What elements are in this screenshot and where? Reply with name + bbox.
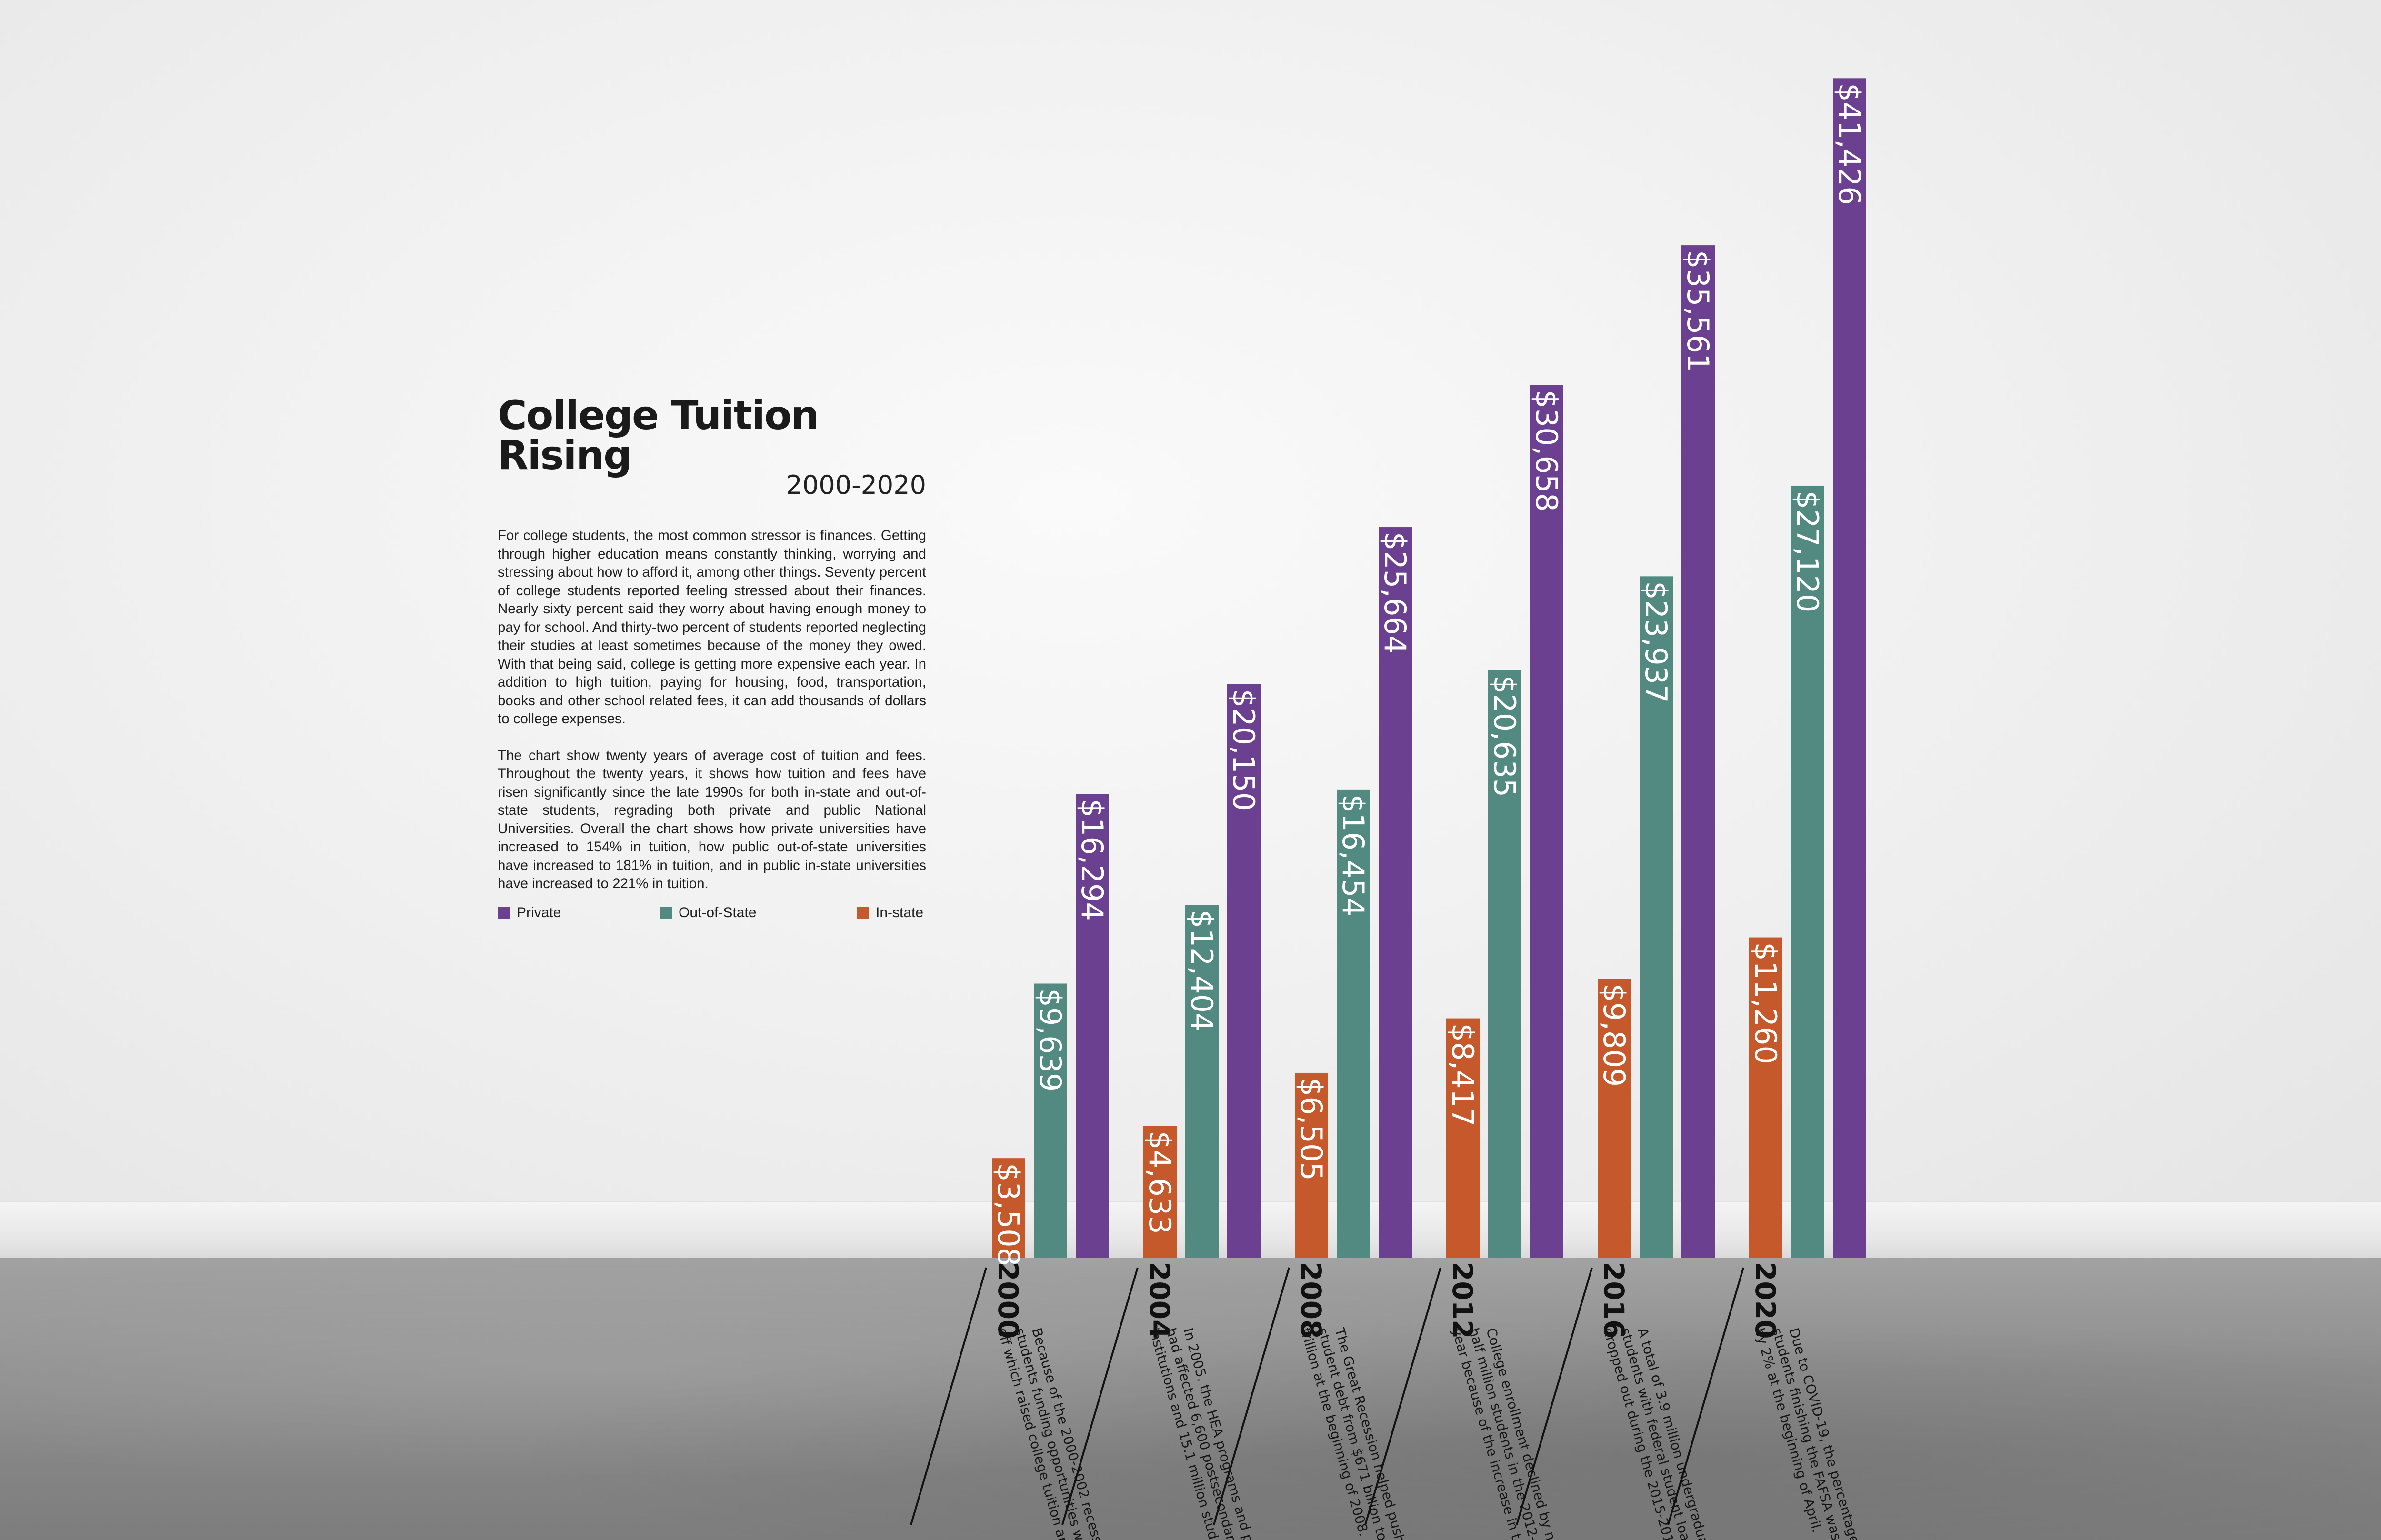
data-label-2008-out-of-state: $16,454 (1336, 794, 1371, 916)
bar-2020-private (1833, 78, 1866, 1259)
data-label-2020-in-state: $11,260 (1748, 942, 1783, 1064)
bar-2004-out-of-state (1185, 905, 1219, 1258)
legend-item-private: Private (498, 905, 561, 921)
floor-background (0, 1258, 2381, 1540)
intro-paragraph: For college students, the most common st… (498, 528, 926, 727)
legend-label-out-of-state: Out-of-State (679, 905, 757, 920)
bar-2004-private (1227, 684, 1261, 1258)
year-divider-2020 (1667, 1267, 1744, 1525)
legend-item-in-state: In-state (857, 905, 923, 921)
bar-2000-in-state (992, 1158, 1025, 1258)
bar-2020-in-state (1749, 937, 1782, 1258)
bar-2012-private (1530, 385, 1563, 1258)
chart-description-paragraph: The chart show twenty years of average c… (498, 747, 926, 892)
year-label-2012: 2012 (1446, 1262, 1479, 1339)
data-label-2004-private: $20,150 (1226, 689, 1261, 811)
data-label-2012-private: $30,658 (1529, 390, 1564, 511)
bar-2000-out-of-state (1034, 983, 1067, 1258)
data-label-2000-in-state: $3,508 (991, 1163, 1026, 1266)
data-label-2004-in-state: $4,633 (1142, 1131, 1177, 1234)
bar-2004-in-state (1143, 1126, 1177, 1258)
bar-2012-out-of-state (1488, 670, 1521, 1258)
bar-2008-private (1379, 527, 1412, 1258)
bar-2008-in-state (1295, 1072, 1328, 1258)
legend-item-out-of-state: Out-of-State (660, 905, 756, 921)
legend: Private Out-of-State In-state (498, 905, 926, 924)
data-label-2012-out-of-state: $20,635 (1487, 675, 1522, 797)
year-label-2016: 2016 (1598, 1262, 1630, 1339)
legend-swatch-in-state (857, 907, 869, 919)
bar-2008-out-of-state (1337, 789, 1370, 1258)
chart-subtitle: 2000-2020 (786, 470, 926, 500)
bar-2016-out-of-state (1640, 576, 1673, 1258)
year-divider-2016 (1516, 1267, 1593, 1525)
data-label-2004-out-of-state: $12,404 (1184, 910, 1219, 1031)
data-label-2020-out-of-state: $27,120 (1790, 490, 1825, 612)
data-label-2016-private: $35,561 (1681, 250, 1715, 372)
data-label-2020-private: $41,426 (1832, 83, 1867, 205)
legend-swatch-private (498, 907, 510, 919)
bar-2020-out-of-state (1791, 485, 1824, 1258)
data-label-2008-private: $25,664 (1378, 532, 1412, 654)
bar-2000-private (1076, 794, 1109, 1258)
year-divider-2004 (1061, 1267, 1139, 1525)
year-label-2020: 2020 (1749, 1262, 1781, 1339)
year-label-2008: 2008 (1295, 1262, 1327, 1339)
year-label-2000: 2000 (992, 1262, 1024, 1339)
year-divider-2000 (910, 1267, 987, 1525)
bar-2012-in-state (1446, 1018, 1480, 1258)
legend-label-private: Private (517, 905, 561, 920)
text-block: College Tuition Rising 2000-2020 For col… (498, 395, 926, 893)
year-divider-2008 (1213, 1267, 1290, 1525)
chart-title: College Tuition Rising (498, 392, 819, 479)
bar-2016-private (1681, 245, 1715, 1258)
data-label-2008-in-state: $6,505 (1294, 1078, 1329, 1181)
data-label-2016-out-of-state: $23,937 (1639, 581, 1673, 703)
bar-2016-in-state (1598, 979, 1631, 1258)
year-label-2004: 2004 (1143, 1262, 1176, 1339)
data-label-2000-private: $16,294 (1075, 799, 1110, 920)
data-label-2016-in-state: $9,809 (1597, 983, 1631, 1087)
legend-swatch-out-of-state (660, 907, 672, 919)
legend-label-in-state: In-state (876, 905, 924, 920)
data-label-2000-out-of-state: $9,639 (1033, 988, 1068, 1091)
data-label-2012-in-state: $8,417 (1445, 1023, 1480, 1127)
year-divider-2012 (1364, 1267, 1441, 1525)
